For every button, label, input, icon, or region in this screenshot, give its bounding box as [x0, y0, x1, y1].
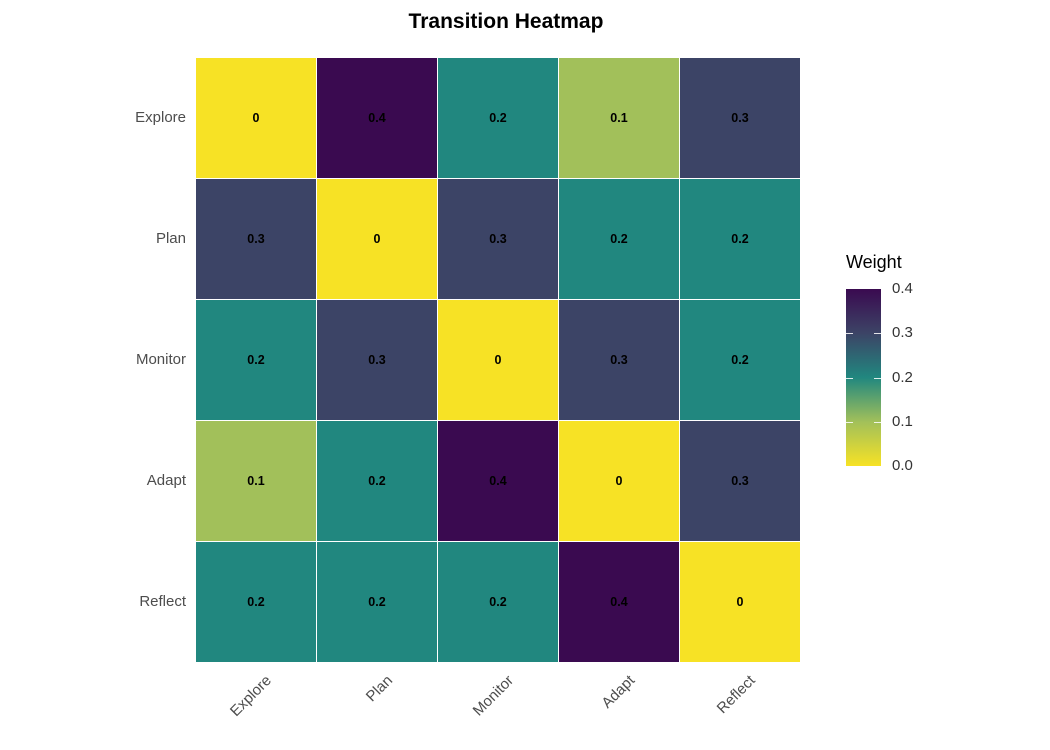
heatmap-cell-reflect-reflect: 0	[680, 542, 800, 662]
heatmap-cell-explore-plan: 0.4	[317, 58, 437, 178]
cell-value-label: 0.1	[610, 111, 628, 125]
x-axis-label-adapt: Adapt	[598, 672, 639, 712]
y-axis-label-explore: Explore	[135, 109, 186, 126]
legend-title: Weight	[846, 252, 902, 272]
cell-value-label: 0.2	[489, 111, 507, 125]
cell-value-label: 0.3	[368, 353, 386, 367]
legend-tick-label-0.0: 0.0	[892, 457, 913, 474]
cell-value-label: 0	[736, 595, 744, 609]
cell-value-label: 0	[252, 111, 260, 125]
legend-tick-mark	[846, 421, 853, 423]
x-axis-label-reflect: Reflect	[713, 672, 760, 718]
cell-value-label: 0.2	[247, 353, 265, 367]
heatmap-cell-reflect-plan: 0.2	[317, 542, 437, 662]
heatmap-cell-adapt-reflect: 0.3	[680, 421, 800, 541]
legend-tick-label-0.3: 0.3	[892, 324, 913, 342]
heatmap-cell-monitor-reflect: 0.2	[680, 300, 800, 420]
heatmap-cell-reflect-monitor: 0.2	[438, 542, 558, 662]
cell-value-label: 0.2	[731, 353, 749, 367]
legend-tick-mark	[846, 377, 853, 379]
legend-tick-label-0.1: 0.1	[892, 412, 913, 430]
cell-value-label: 0.4	[489, 474, 507, 488]
cell-value-label: 0	[615, 474, 623, 488]
heatmap-cell-adapt-monitor: 0.4	[438, 421, 558, 541]
legend-tick-mark	[874, 333, 881, 335]
cell-value-label: 0.4	[368, 111, 386, 125]
heatmap-cell-adapt-explore: 0.1	[196, 421, 316, 541]
cell-value-label: 0.3	[610, 353, 628, 367]
legend-tick-mark	[874, 421, 881, 423]
cell-value-label: 0.1	[247, 474, 265, 488]
cell-value-label: 0.2	[489, 595, 507, 609]
heatmap-cell-plan-explore: 0.3	[196, 179, 316, 299]
heatmap-grid: 0 0.4 0.2 0.1 0.3 0.3 0 0.3 0.2 0.2 0.2 0.3 0 0.3 0.2 0…	[196, 58, 800, 662]
cell-value-label: 0.3	[731, 111, 749, 125]
cell-value-label: 0	[494, 353, 502, 367]
legend-tick-label-0.4: 0.4	[892, 280, 913, 297]
cell-value-label: 0.2	[247, 595, 265, 609]
heatmap-cell-reflect-adapt: 0.4	[559, 542, 679, 662]
heatmap-cell-plan-adapt: 0.2	[559, 179, 679, 299]
y-axis-label-reflect: Reflect	[139, 593, 186, 610]
heatmap-cell-monitor-plan: 0.3	[317, 300, 437, 420]
chart-title: Transition Heatmap	[408, 10, 604, 33]
y-axis-label-monitor: Monitor	[135, 351, 186, 368]
cell-value-label: 0.2	[368, 474, 386, 488]
cell-value-label: 0.3	[247, 232, 265, 246]
cell-value-label: 0	[373, 232, 381, 246]
heatmap-cell-explore-explore: 0	[196, 58, 316, 178]
heatmap-cell-explore-adapt: 0.1	[559, 58, 679, 178]
heatmap-cell-explore-reflect: 0.3	[680, 58, 800, 178]
legend-tick-mark	[846, 333, 853, 335]
legend-tick-label-0.2: 0.2	[892, 368, 913, 386]
heatmap-cell-plan-plan: 0	[317, 179, 437, 299]
heatmap-cell-adapt-plan: 0.2	[317, 421, 437, 541]
heatmap-cell-monitor-explore: 0.2	[196, 300, 316, 420]
heatmap-cell-adapt-adapt: 0	[559, 421, 679, 541]
heatmap-cell-explore-monitor: 0.2	[438, 58, 558, 178]
heatmap-cell-monitor-adapt: 0.3	[559, 300, 679, 420]
cell-value-label: 0.4	[610, 595, 628, 609]
heatmap-cell-plan-monitor: 0.3	[438, 179, 558, 299]
cell-value-label: 0.2	[731, 232, 749, 246]
cell-value-label: 0.2	[610, 232, 628, 246]
x-axis-label-explore: Explore	[227, 672, 276, 720]
y-axis-label-adapt: Adapt	[146, 472, 186, 489]
cell-value-label: 0.3	[489, 232, 507, 246]
cell-value-label: 0.3	[731, 474, 749, 488]
y-axis-label-plan: Plan	[155, 230, 186, 247]
heatmap-cell-monitor-monitor: 0	[438, 300, 558, 420]
x-axis-label-plan: Plan	[362, 672, 397, 706]
cell-value-label: 0.2	[368, 595, 386, 609]
legend-tick-mark	[874, 377, 881, 379]
heatmap-cell-plan-reflect: 0.2	[680, 179, 800, 299]
x-axis-label-monitor: Monitor	[469, 672, 518, 720]
heatmap-cell-reflect-explore: 0.2	[196, 542, 316, 662]
